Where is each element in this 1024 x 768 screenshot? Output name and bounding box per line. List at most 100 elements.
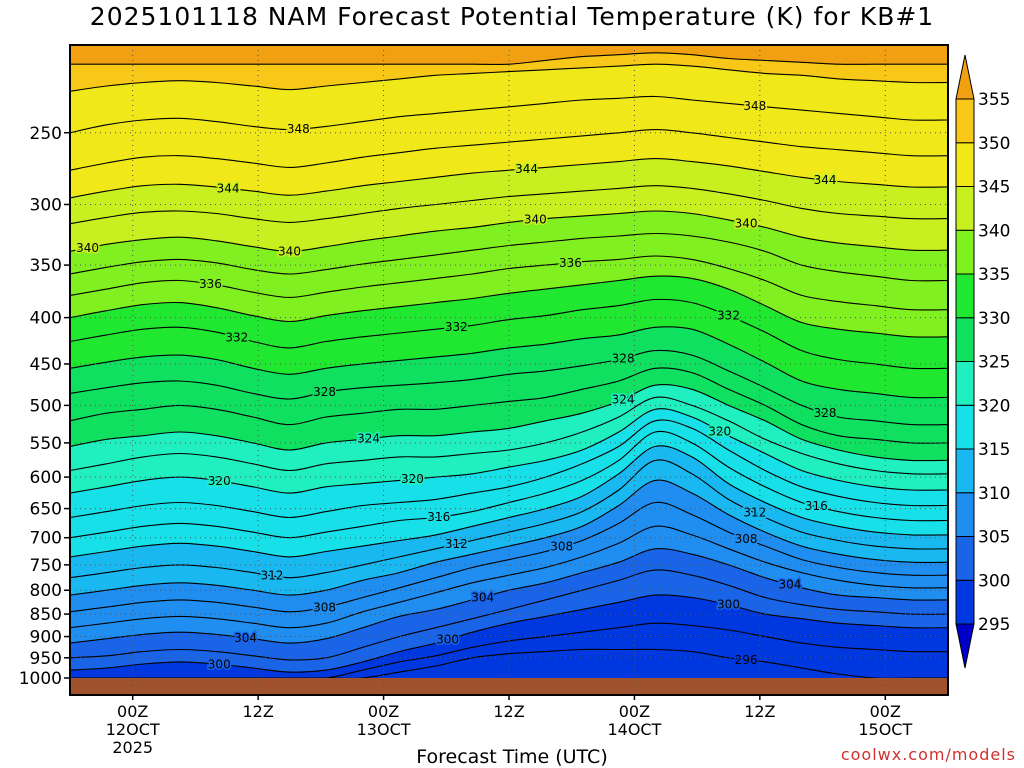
colorbar-swatch <box>955 273 975 319</box>
contour-label: 348 <box>287 122 310 136</box>
isentrope-300 <box>70 594 948 673</box>
page-title: 2025101118 NAM Forecast Potential Temper… <box>89 2 935 31</box>
colorbar-bottom-arrow <box>955 623 975 669</box>
x-tick-label: 14OCT <box>607 720 661 739</box>
y-tick-label: 550 <box>30 434 62 454</box>
colorbar-swatch <box>955 448 975 494</box>
isentrope-334 <box>70 275 948 338</box>
contour-label: 324 <box>612 393 635 407</box>
isentrope-302 <box>70 569 948 661</box>
isentrope-316 <box>70 430 948 539</box>
contour-label: 308 <box>550 540 573 554</box>
colorbar-swatch <box>955 186 975 231</box>
isentrope-308 <box>70 501 948 613</box>
contour-label: 340 <box>76 241 99 255</box>
isentrope-310 <box>70 479 948 596</box>
x-tick-label: 00Z <box>619 702 650 721</box>
contour-label: 340 <box>524 213 547 227</box>
contour-label: 336 <box>199 277 222 291</box>
isentrope-330 <box>70 326 948 399</box>
contour-label: 328 <box>612 351 635 365</box>
contour-label: 344 <box>814 173 837 187</box>
isentrope-346 <box>70 129 948 171</box>
y-tick-label: 400 <box>30 309 62 329</box>
contour-label: 340 <box>278 244 301 258</box>
isentrope-324 <box>70 383 948 462</box>
isentrope-312 <box>70 459 948 579</box>
y-tick-label: 750 <box>30 556 62 576</box>
isentrope-328 <box>70 349 948 426</box>
x-tick-label: 2025 <box>112 738 153 757</box>
y-tick-label: 500 <box>30 396 62 416</box>
colorbar: 295 300 305 310 315 320 325 330 335 340 345 350 355 <box>955 54 1010 669</box>
colorbar-top-arrow <box>955 54 975 100</box>
colorbar-label: 300 <box>978 571 1010 591</box>
colorbar-label: 310 <box>978 484 1010 504</box>
y-tick-label: 800 <box>30 581 62 601</box>
colorbar-swatch <box>955 536 975 581</box>
colorbar-label: 315 <box>978 440 1010 460</box>
x-tick-label: 15OCT <box>858 720 912 739</box>
isentrope-350 <box>70 63 948 92</box>
y-tick-label: 900 <box>30 628 62 648</box>
isentrope-340 <box>70 210 948 252</box>
contour-label: 304 <box>234 631 257 645</box>
contour-label: 328 <box>313 385 336 399</box>
x-tick-label: 00Z <box>117 702 148 721</box>
isentrope-352 <box>70 52 948 66</box>
contour-label: 328 <box>814 406 837 420</box>
contour-label: 320 <box>208 474 231 488</box>
isentrope-326 <box>70 367 948 444</box>
contour-label: 304 <box>471 590 494 604</box>
y-tick-label: 300 <box>30 195 62 215</box>
contour-label: 308 <box>735 532 758 546</box>
colorbar-label: 325 <box>978 353 1010 373</box>
y-tick-label: 700 <box>30 529 62 549</box>
colorbar-swatch <box>955 404 975 450</box>
colorbar-label: 295 <box>978 615 1010 635</box>
x-tick-label: 12Z <box>744 702 775 721</box>
isentrope-342 <box>70 185 948 225</box>
contour-label: 308 <box>313 600 336 614</box>
colorbar-label: 330 <box>978 309 1010 329</box>
contour-label: 312 <box>743 506 766 520</box>
x-tick-label: 13OCT <box>357 720 411 739</box>
contour-label: 332 <box>445 320 468 334</box>
y-tick-label: 450 <box>30 355 62 375</box>
y-axis: 250 300 350 400 450 500 550 600 650 700 750 800 850 9… <box>19 124 70 689</box>
colorbar-label: 335 <box>978 265 1010 285</box>
credit-link[interactable]: coolwx.com/models <box>840 745 1016 764</box>
contour-label: 332 <box>717 309 740 323</box>
x-tick-label: 12Z <box>242 702 273 721</box>
colorbar-label: 345 <box>978 178 1010 198</box>
contour-label: 336 <box>559 256 582 270</box>
isentrope-332 <box>70 298 948 370</box>
contour-label: 344 <box>217 181 240 195</box>
colorbar-swatch <box>955 492 975 537</box>
colorbar-label: 355 <box>978 90 1010 110</box>
isentrope-318 <box>70 419 948 519</box>
colorbar-swatch <box>955 579 975 625</box>
x-tick-label: 12Z <box>493 702 524 721</box>
ground-strip <box>70 678 948 695</box>
isentrope-320 <box>70 408 948 494</box>
y-tick-label: 250 <box>30 124 62 144</box>
contour-label: 300 <box>436 633 459 647</box>
colorbar-swatch <box>955 142 975 187</box>
contour-label: 320 <box>401 472 424 486</box>
colorbar-swatch <box>955 317 975 362</box>
colorbar-swatch <box>955 98 975 144</box>
contour-label: 340 <box>735 217 758 231</box>
contour-label: 348 <box>743 99 766 113</box>
y-tick-label: 600 <box>30 468 62 488</box>
y-tick-label: 650 <box>30 500 62 520</box>
contour-label: 300 <box>717 598 740 612</box>
contour-label: 344 <box>515 162 538 176</box>
isentrope-348 <box>70 95 948 134</box>
contour-label: 324 <box>357 432 380 446</box>
x-axis-title: Forecast Time (UTC) <box>416 746 608 768</box>
y-tick-label: 850 <box>30 605 62 625</box>
contour-label: 320 <box>708 424 731 438</box>
